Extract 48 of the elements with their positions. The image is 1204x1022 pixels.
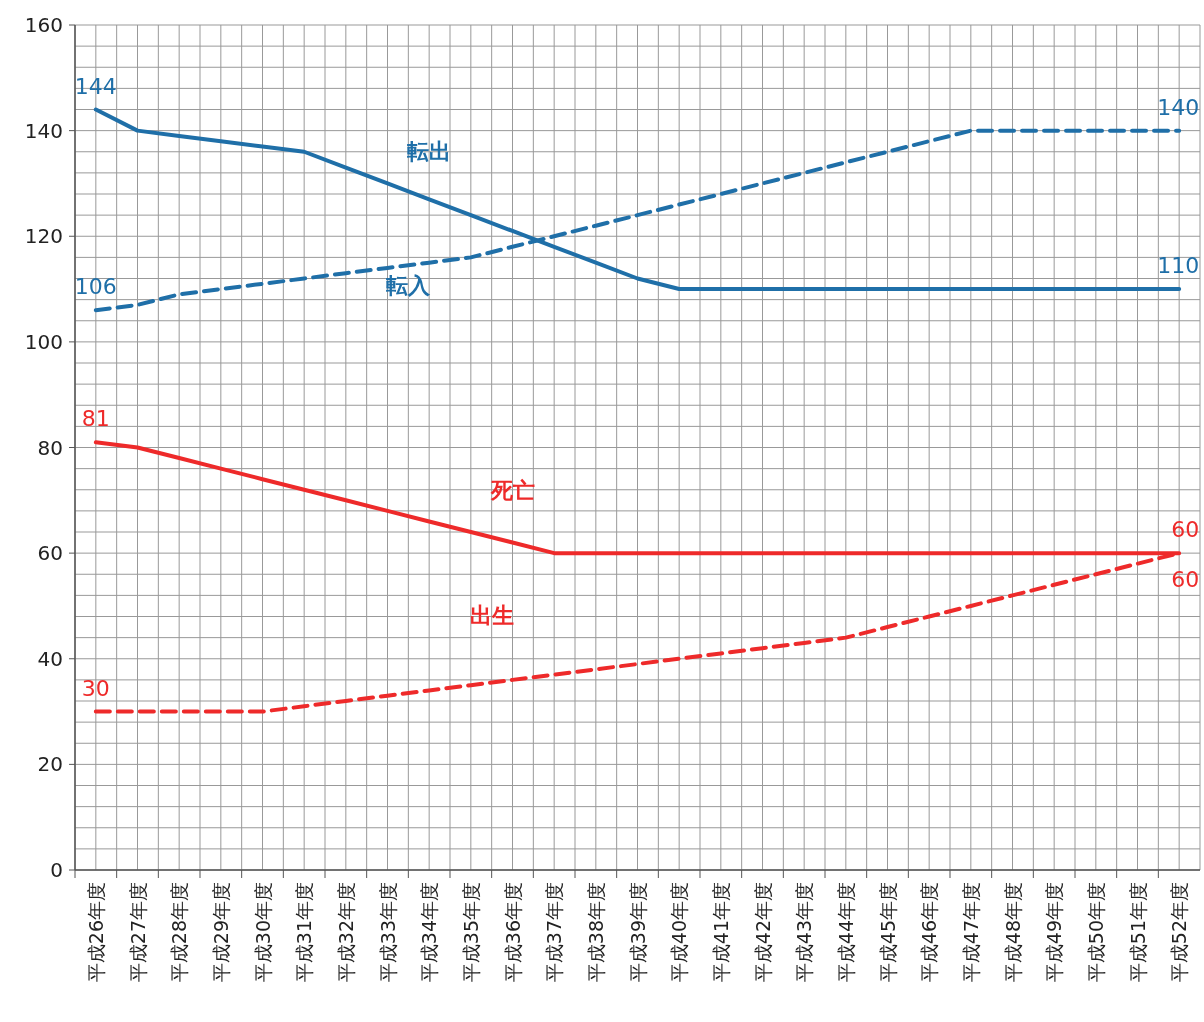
y-tick-label: 20	[37, 752, 63, 777]
y-tick-label: 140	[24, 118, 63, 143]
x-tick-label: 平成49年度	[1043, 882, 1066, 983]
y-tick-label: 0	[50, 858, 63, 882]
series-label: 転出	[407, 139, 452, 165]
x-tick-label: 平成27年度	[126, 882, 149, 983]
x-tick-label: 平成35年度	[459, 882, 482, 983]
x-tick-label: 平成32年度	[334, 882, 357, 983]
y-tick-label: 120	[24, 224, 63, 249]
x-tick-label: 平成33年度	[376, 882, 399, 983]
x-tick-label: 平成39年度	[626, 882, 649, 983]
x-tick-label: 平成42年度	[751, 882, 774, 983]
x-tick-label: 平成47年度	[959, 882, 982, 983]
y-tick-label: 80	[37, 435, 63, 460]
x-tick-label: 平成51年度	[1126, 882, 1149, 983]
x-tick-label: 平成36年度	[501, 882, 524, 983]
x-tick-label: 平成26年度	[84, 882, 107, 983]
x-tick-label: 平成38年度	[584, 882, 607, 983]
x-tick-label: 平成50年度	[1084, 882, 1107, 983]
data-label: 144	[74, 73, 117, 99]
data-label: 106	[74, 274, 117, 300]
series-label: 死亡	[489, 477, 535, 503]
x-tick-label: 平成45年度	[876, 882, 899, 983]
x-tick-label: 平成41年度	[709, 882, 732, 983]
x-tick-label: 平成29年度	[209, 882, 232, 983]
x-tick-label: 平成48年度	[1001, 882, 1024, 983]
x-tick-label: 平成52年度	[1168, 882, 1191, 983]
data-label: 110	[1157, 253, 1200, 279]
x-tick-label: 平成34年度	[418, 882, 441, 983]
x-tick-label: 平成31年度	[293, 882, 316, 983]
data-label: 81	[81, 406, 110, 432]
data-label: 60	[1171, 567, 1200, 593]
data-label: 30	[81, 675, 110, 701]
y-tick-label: 40	[37, 646, 63, 671]
data-label: 60	[1171, 517, 1200, 543]
data-label: 140	[1157, 94, 1200, 120]
x-tick-label: 平成28年度	[168, 882, 191, 983]
y-tick-label: 100	[24, 329, 63, 354]
y-tick-label: 160	[24, 13, 63, 37]
x-tick-label: 平成46年度	[918, 882, 941, 983]
x-tick-label: 平成40年度	[668, 882, 691, 983]
x-tick-label: 平成37年度	[543, 882, 566, 983]
text: 出生	[469, 602, 514, 628]
series-label: 転入	[386, 273, 432, 299]
x-tick-label: 平成43年度	[793, 882, 816, 983]
y-tick-label: 60	[37, 541, 63, 566]
x-tick-label: 平成30年度	[251, 882, 274, 983]
x-tick-label: 平成44年度	[834, 882, 857, 983]
